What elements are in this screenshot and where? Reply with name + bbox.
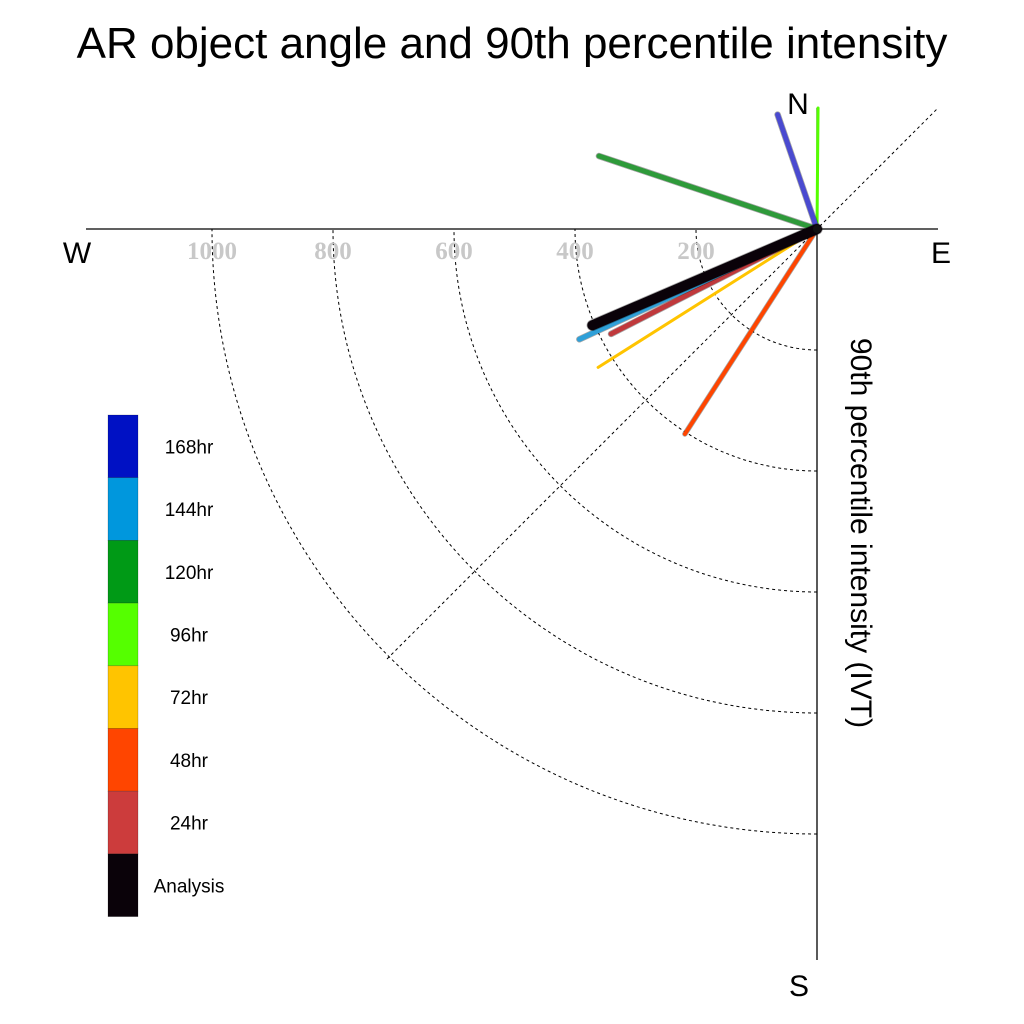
legend-swatch-144hr [107,477,139,541]
series-line-48hr [682,227,819,436]
y-axis-label: 90th percentile intensity (IVT) [844,338,877,728]
legend-label-48hr: 48hr [170,751,209,772]
legend-label-72hr: 72hr [170,688,209,709]
ring-label-800: 800 [314,238,352,265]
compass-south: S [789,970,809,1003]
legend-label-96hr: 96hr [170,625,209,646]
series-line-96hr [815,106,820,231]
legend: 168hr 144hr 120hr 96hr 72hr 48hr 24hr Analysis [107,414,225,917]
series-line-120hr [596,153,820,232]
compass-north: N [787,88,809,121]
ring-600 [453,228,818,593]
legend-swatch-24hr [107,790,139,855]
series-line-analysis [587,224,822,331]
legend-swatch-72hr [107,665,139,729]
legend-swatch-48hr [107,728,139,792]
diagonal-guide-line [386,107,939,660]
ring-labels: 200 400 600 800 1000 [187,238,715,265]
legend-label-144hr: 144hr [165,500,214,521]
origin-point [813,225,821,233]
legend-swatch-168hr [107,414,139,479]
legend-swatch-120hr [107,540,139,604]
ring-800 [332,228,818,714]
ring-label-1000: 1000 [187,238,237,265]
intensity-rings [211,228,818,835]
ring-label-600: 600 [435,238,473,265]
series-lines [576,106,823,437]
legend-swatch-analysis [107,853,139,917]
legend-label-analysis: Analysis [154,876,225,897]
chart-title: AR object angle and 90th percentile inte… [77,19,948,68]
legend-label-120hr: 120hr [165,563,214,584]
compass-east: E [931,237,951,270]
legend-swatch-96hr [107,602,139,667]
series-line-72hr [596,227,819,369]
compass-west: W [63,237,92,270]
series-line-168hr [775,112,820,232]
ring-400 [574,228,818,472]
ring-label-400: 400 [556,238,594,265]
legend-label-168hr: 168hr [165,437,214,458]
ring-1000 [211,228,818,835]
ring-label-200: 200 [677,238,715,265]
ring-200 [695,228,818,351]
legend-label-24hr: 24hr [170,814,209,835]
